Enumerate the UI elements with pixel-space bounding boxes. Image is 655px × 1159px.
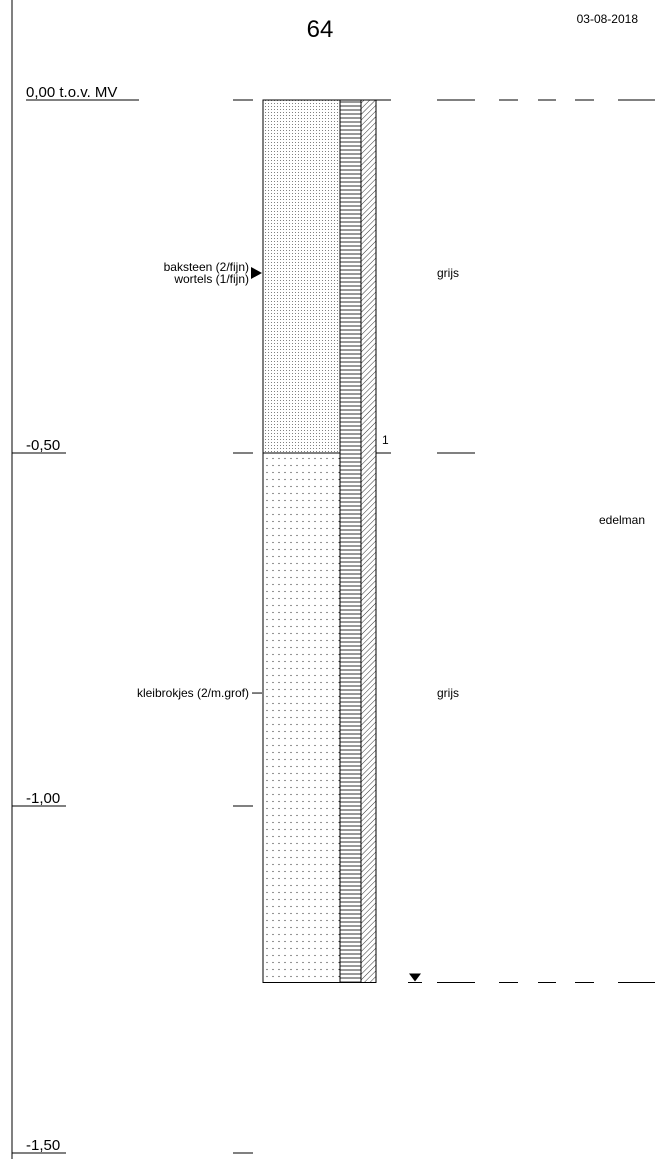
annotation-text: wortels (1/fijn) (173, 272, 249, 286)
method-label: edelman (599, 513, 645, 527)
lithology-strip (339, 99, 362, 983)
layer-color-label: grijs (437, 686, 459, 700)
depth-label: -1,00 (26, 790, 60, 807)
sample-number: 1 (382, 433, 389, 447)
right-markers: 1 edelman (382, 99, 655, 983)
soil-layer (262, 99, 341, 454)
layer-color-label: grijs (437, 266, 459, 280)
boring-date: 03-08-2018 (577, 12, 639, 26)
depth-label-top-value: 0,00 (26, 84, 55, 101)
boring-number: 64 (307, 16, 334, 43)
annotation-text: kleibrokjes (2/m.grof) (137, 686, 249, 700)
annotation-text: baksteen (2/fijn) (164, 260, 249, 274)
depth-axis: -0,50 -1,00 -1,50 (12, 99, 253, 1154)
soil-column (233, 99, 475, 983)
groundwater-triangle-icon (409, 973, 421, 982)
depth-label: -0,50 (26, 437, 60, 454)
hatch-strip (360, 99, 377, 983)
soil-layer (262, 452, 341, 983)
depth-label: -1,50 (26, 1137, 60, 1154)
annotation-triangle-marker (251, 266, 262, 279)
depth-label-top: 0,00 t.o.v. MV (26, 84, 117, 101)
layer-colors: grijs grijs (437, 266, 459, 700)
layer-annotations: baksteen (2/fijn)wortels (1/fijn) kleibro… (137, 260, 262, 700)
depth-label-top-suffix: t.o.v. MV (55, 84, 117, 101)
